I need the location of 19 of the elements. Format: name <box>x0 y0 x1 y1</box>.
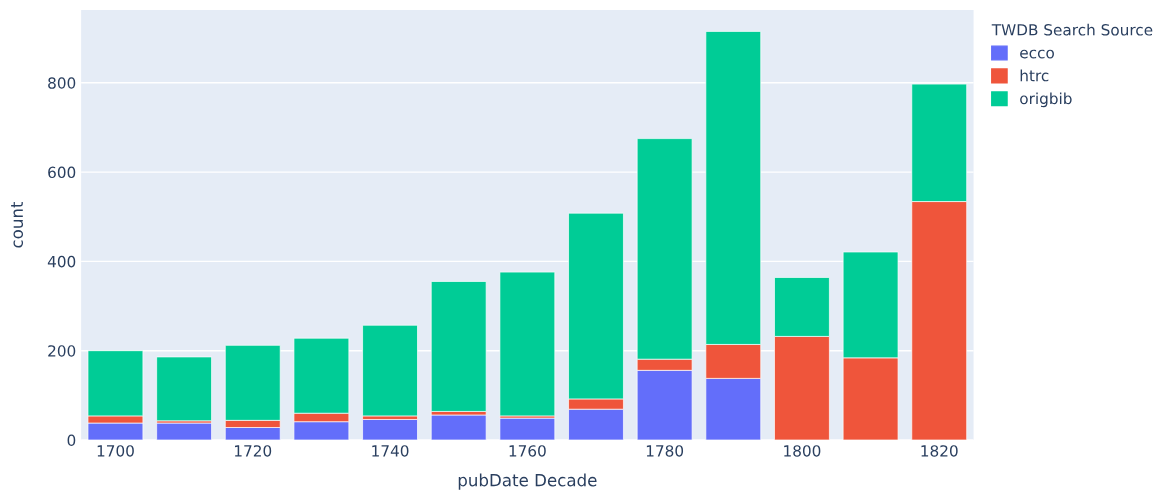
y-tick-label: 600 <box>48 166 76 179</box>
x-tick-label: 1780 <box>646 445 684 457</box>
x-tick-label: 1720 <box>234 445 272 457</box>
y-tick-label: 800 <box>48 77 76 89</box>
x-tick-label: 1800 <box>784 445 821 457</box>
x-tick-label: 1820 <box>921 445 958 457</box>
legend-title: TWDB Search Source <box>991 23 1153 36</box>
legend-label: ecco <box>1020 49 1054 59</box>
legend-label: htrc <box>1020 69 1049 82</box>
y-tick-label: 0 <box>67 434 76 447</box>
bar <box>156 356 212 422</box>
x-tick-label: 1760 <box>509 445 546 457</box>
x-tick-label: 1700 <box>97 445 134 457</box>
x-tick-label: 1740 <box>372 445 409 457</box>
y-tick-label: 400 <box>47 255 76 268</box>
y-axis-title: count <box>11 201 24 248</box>
y-tick-label: 200 <box>48 345 76 357</box>
x-axis-title: pubDate Decade <box>458 473 597 490</box>
legend-label: origbib <box>1020 92 1072 108</box>
